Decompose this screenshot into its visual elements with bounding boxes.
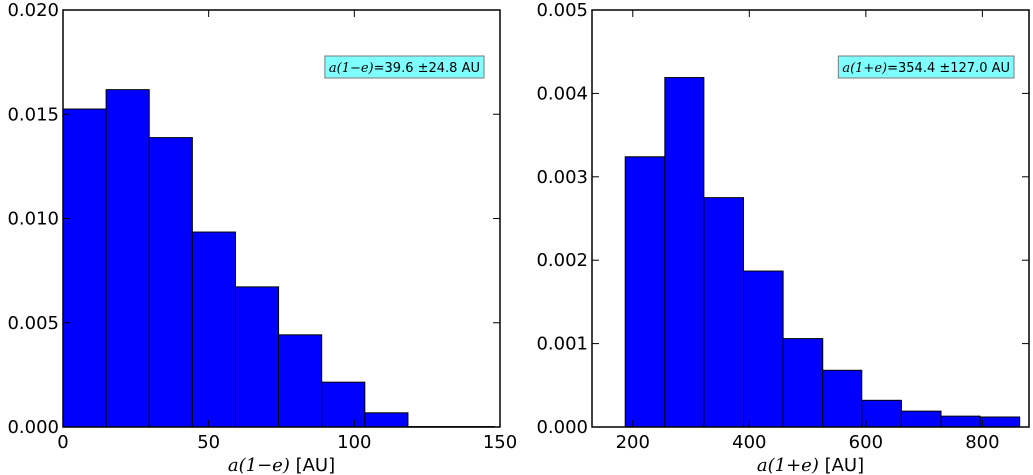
- histogram-bar: [234, 286, 280, 428]
- y-tick-label: 0.004: [536, 83, 588, 104]
- stats-annotation-value: =354.4 ±127.0 AU: [887, 61, 1010, 76]
- histogram-bar: [979, 416, 1021, 428]
- y-tick-label: 0.005: [536, 0, 588, 21]
- histogram-bar: [782, 338, 824, 428]
- x-axis-label: a(1+e) [AU]: [757, 455, 864, 475]
- x-tick-label: 150: [483, 432, 517, 453]
- x-tick-label: 200: [616, 432, 650, 453]
- histogram-bar: [62, 108, 107, 428]
- x-tick-label: 600: [849, 432, 883, 453]
- y-tick-label: 0.015: [7, 104, 59, 125]
- stats-annotation-value: =39.6 ±24.8 AU: [374, 61, 480, 76]
- x-axis-label-math: a(1−e): [228, 455, 290, 475]
- x-tick-label: 100: [337, 432, 371, 453]
- stats-annotation-text: a(1−e)=39.6 ±24.8 AU: [329, 61, 480, 76]
- x-tick-label: 800: [965, 432, 999, 453]
- stats-annotation-math: a(1+e): [842, 61, 887, 76]
- stats-annotation: a(1+e)=354.4 ±127.0 AU: [837, 55, 1015, 79]
- y-tick-label: 0.001: [536, 334, 588, 355]
- stats-annotation: a(1−e)=39.6 ±24.8 AU: [324, 55, 485, 79]
- plot-frame: [591, 9, 1030, 428]
- y-tick-label: 0.003: [536, 167, 588, 188]
- histogram-bar: [364, 412, 409, 428]
- histogram-bar: [191, 231, 236, 428]
- histogram-bar: [742, 270, 784, 428]
- y-tick-label: 0.000: [7, 417, 59, 438]
- histogram-panel-1: 0.000 0.005 0.010 0.015 0.020 0 50 100 150 a(1−e)…: [7, 0, 517, 475]
- histogram-panel-2: 0.000 0.001 0.002 0.003 0.004 0.005 200 400 600 8…: [536, 0, 1030, 475]
- x-tick-label: 50: [197, 432, 220, 453]
- y-tick-label: 0.000: [536, 417, 588, 438]
- histogram-bar: [105, 89, 150, 428]
- histogram-bar: [321, 381, 366, 428]
- y-tick-label: 0.010: [7, 209, 59, 230]
- stats-annotation-box: [324, 55, 485, 79]
- x-axis-label-math: a(1+e): [757, 455, 819, 475]
- histogram-bar: [278, 334, 323, 428]
- histogram-bar: [822, 369, 863, 428]
- histogram-bar: [940, 415, 981, 428]
- stats-annotation-text: a(1+e)=354.4 ±127.0 AU: [842, 61, 1010, 76]
- x-tick-label: 0: [57, 432, 68, 453]
- histogram-bar: [664, 77, 705, 428]
- y-tick-label: 0.020: [7, 0, 59, 21]
- histogram-bar: [900, 410, 942, 428]
- histogram-bar: [624, 156, 666, 428]
- x-axis-label-unit: [AU]: [819, 455, 864, 475]
- histogram-bar: [861, 399, 902, 428]
- x-tick-label: 400: [732, 432, 766, 453]
- histogram-bar: [148, 137, 193, 428]
- y-tick-label: 0.005: [7, 313, 59, 334]
- stats-annotation-box: [837, 55, 1015, 79]
- stats-annotation-math: a(1−e): [329, 61, 374, 76]
- x-axis-label: a(1−e) [AU]: [228, 455, 335, 475]
- x-axis-label-unit: [AU]: [290, 455, 335, 475]
- y-tick-label: 0.002: [536, 250, 588, 271]
- histogram-bar: [703, 197, 744, 428]
